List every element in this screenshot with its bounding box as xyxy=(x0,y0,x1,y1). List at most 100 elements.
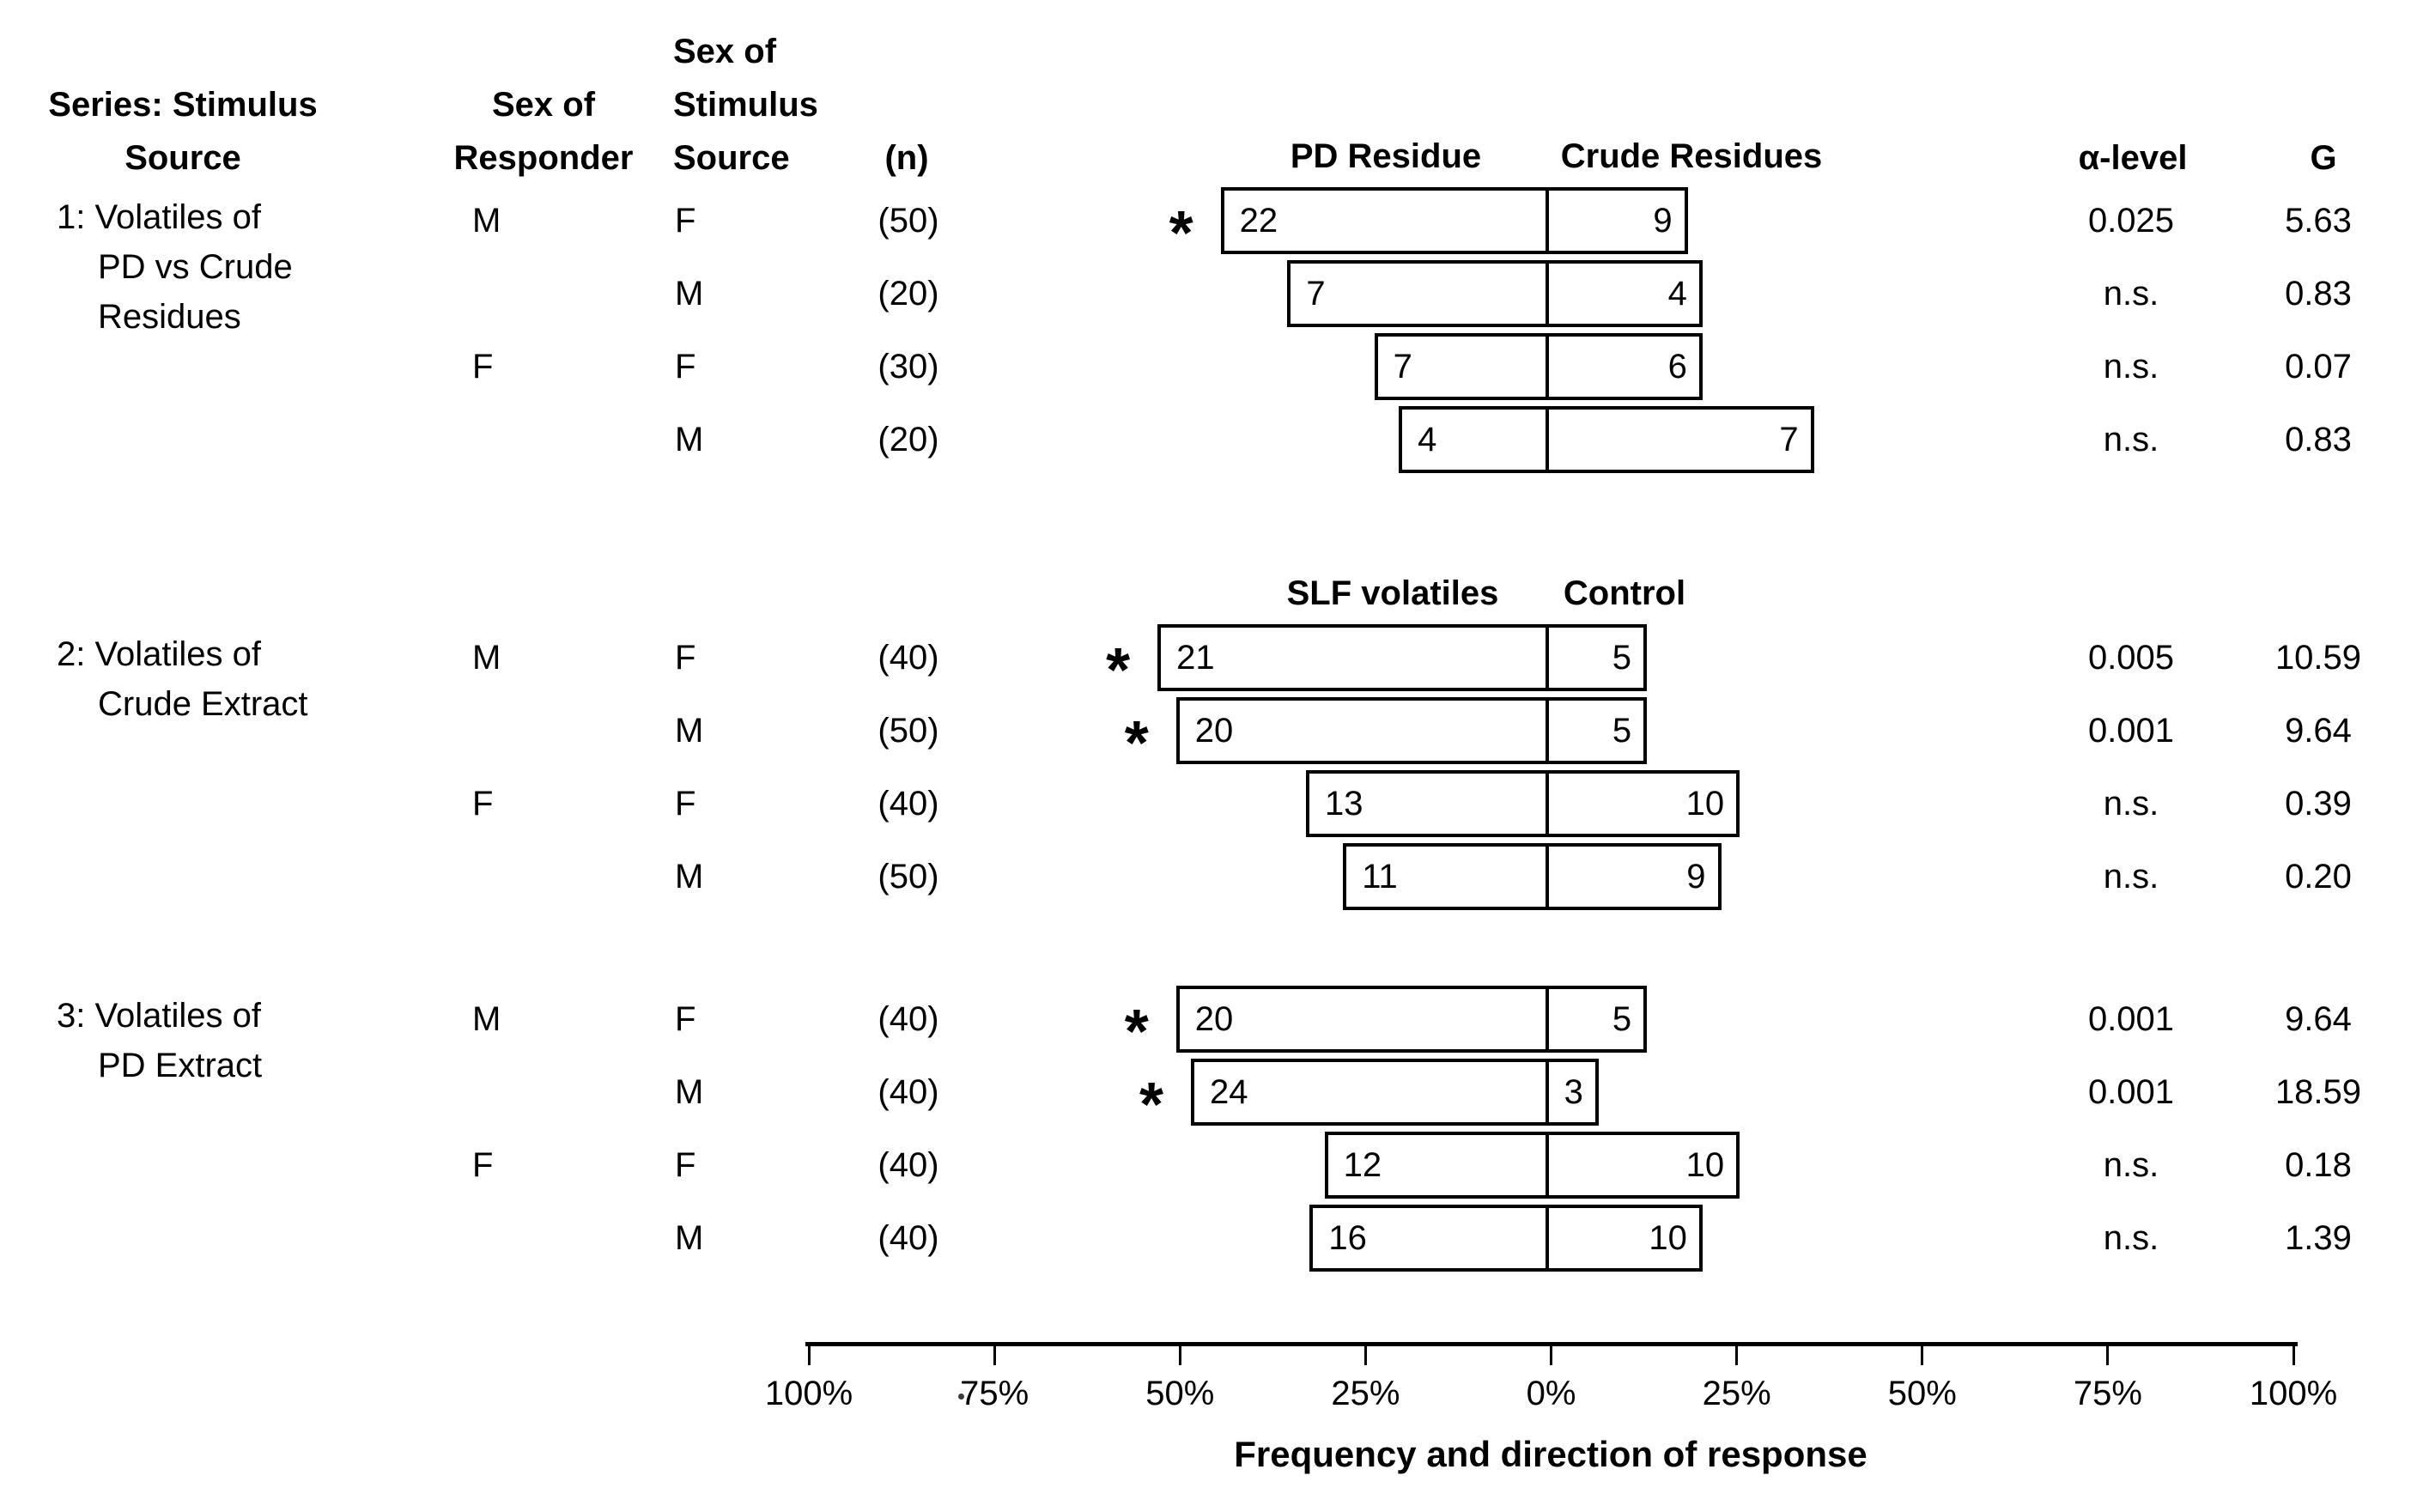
axis-tick-label: 25% xyxy=(1702,1374,1771,1412)
axis-tick-label: 50% xyxy=(1145,1374,1215,1412)
bar-pair: 11 9 xyxy=(1343,843,1722,910)
col-header-responder-line2: Responder xyxy=(453,139,634,177)
axis-tick xyxy=(2106,1342,2110,1365)
left-count: 22 xyxy=(1239,201,1278,240)
axis-tick xyxy=(1921,1342,1924,1365)
zero-divider xyxy=(1546,701,1549,761)
col-header-stimulus-line3: Source xyxy=(673,139,790,177)
significance-asterisk: * xyxy=(1121,187,1193,268)
g-value: 1.39 xyxy=(2285,1218,2352,1257)
col-header-n: (n) xyxy=(884,139,929,177)
col-header-responder-line1: Sex of xyxy=(491,86,596,124)
col-header-stimulus-line1: Sex of xyxy=(673,33,777,70)
sample-size: (50) xyxy=(878,857,939,896)
right-bar-header: Crude Residues xyxy=(1560,137,1823,175)
zero-divider xyxy=(1546,989,1549,1049)
col-header-stimulus-line2: Stimulus xyxy=(673,86,818,124)
zero-divider xyxy=(1545,191,1549,251)
g-value: 0.83 xyxy=(2285,274,2352,313)
series-label-line: PD vs Crude xyxy=(98,248,293,286)
responder-sex: F xyxy=(472,784,494,823)
bar-pair: 20 5 xyxy=(1175,697,1648,764)
sample-size: (20) xyxy=(878,420,939,458)
series-label-line: 1: Volatiles of xyxy=(57,198,261,236)
g-value: 18.59 xyxy=(2274,1072,2362,1111)
left-count: 20 xyxy=(1194,711,1234,750)
stimulus-sex: M xyxy=(675,857,704,896)
axis-tick xyxy=(2292,1342,2295,1365)
right-count: 5 xyxy=(1612,711,1632,750)
sample-size: (40) xyxy=(878,1218,939,1257)
significance-asterisk: * xyxy=(1077,986,1149,1066)
right-count: 9 xyxy=(1686,857,1706,896)
stimulus-sex: F xyxy=(675,1145,696,1184)
bar-pair: 13 10 xyxy=(1306,770,1740,837)
stimulus-sex: F xyxy=(675,999,696,1038)
right-count: 10 xyxy=(1649,1218,1687,1257)
axis-tick-label: 100% xyxy=(764,1374,853,1412)
left-bar-header: SLF volatiles xyxy=(1286,574,1499,612)
axis-tick xyxy=(1735,1342,1739,1365)
g-value: 0.39 xyxy=(2285,784,2352,823)
zero-divider xyxy=(1545,628,1549,688)
series-label-line: Residues xyxy=(98,298,241,336)
bar-pair: 20 5 xyxy=(1175,986,1648,1053)
axis-tick xyxy=(993,1342,996,1365)
bar-pair: 21 5 xyxy=(1157,624,1648,691)
stimulus-sex: M xyxy=(675,711,704,750)
sample-size: (40) xyxy=(878,1145,939,1184)
alpha-value: n.s. xyxy=(2103,1218,2159,1257)
zero-divider xyxy=(1545,337,1549,397)
stimulus-sex: M xyxy=(675,1072,704,1111)
alpha-value: n.s. xyxy=(2103,784,2159,823)
series-label: 1: Volatiles of PD vs Crude Residues xyxy=(57,192,293,342)
g-value: 10.59 xyxy=(2274,638,2362,677)
zero-divider xyxy=(1545,774,1549,834)
axis-tick-label: 0% xyxy=(1526,1374,1576,1412)
bar-pair: 22 9 xyxy=(1220,187,1688,254)
left-count: 13 xyxy=(1325,784,1363,823)
responder-sex: F xyxy=(472,347,494,386)
zero-divider xyxy=(1545,1208,1549,1268)
right-bar-header: Control xyxy=(1563,574,1686,612)
responder-sex: F xyxy=(472,1145,494,1184)
axis-tick-label: 100% xyxy=(2249,1374,2338,1412)
asterisk-glyph: * xyxy=(1124,708,1149,778)
stimulus-sex: M xyxy=(675,1218,704,1257)
axis-tick xyxy=(807,1342,811,1365)
stimulus-sex: M xyxy=(675,420,704,458)
bar-pair: 16 10 xyxy=(1309,1205,1703,1272)
alpha-value: n.s. xyxy=(2103,347,2159,386)
significance-asterisk: * xyxy=(1077,697,1149,778)
alpha-value: 0.001 xyxy=(2087,1072,2175,1111)
responder-sex: M xyxy=(472,999,501,1038)
alpha-value: n.s. xyxy=(2103,420,2159,458)
left-count: 24 xyxy=(1210,1072,1248,1111)
zero-divider xyxy=(1545,1062,1549,1122)
series-label-line: 3: Volatiles of xyxy=(57,997,261,1035)
series-label: 3: Volatiles of PD Extract xyxy=(57,991,262,1090)
col-header-series-line1: Series: Stimulus xyxy=(48,86,318,124)
axis-title: Frequency and direction of response xyxy=(1234,1434,1867,1474)
g-value: 0.20 xyxy=(2285,857,2352,896)
series-label: 2: Volatiles of Crude Extract xyxy=(57,629,308,729)
significance-asterisk: * xyxy=(1058,624,1130,705)
right-count: 5 xyxy=(1612,638,1632,677)
col-header-alpha-level: α-level xyxy=(2078,139,2188,177)
sample-size: (40) xyxy=(878,784,939,823)
alpha-value: 0.001 xyxy=(2087,711,2175,750)
stimulus-sex: F xyxy=(675,638,696,677)
axis-tick-label: 50% xyxy=(1887,1374,1957,1412)
series-label-line: Crude Extract xyxy=(98,685,308,723)
stimulus-sex: F xyxy=(675,347,696,386)
asterisk-glyph: * xyxy=(1124,997,1149,1066)
axis-tick xyxy=(1363,1342,1367,1365)
sample-size: (30) xyxy=(878,347,939,386)
right-count: 3 xyxy=(1564,1072,1583,1111)
sample-size: (50) xyxy=(878,711,939,750)
g-value: 0.83 xyxy=(2285,420,2352,458)
right-count: 4 xyxy=(1667,274,1687,313)
sample-size: (40) xyxy=(878,1072,939,1111)
